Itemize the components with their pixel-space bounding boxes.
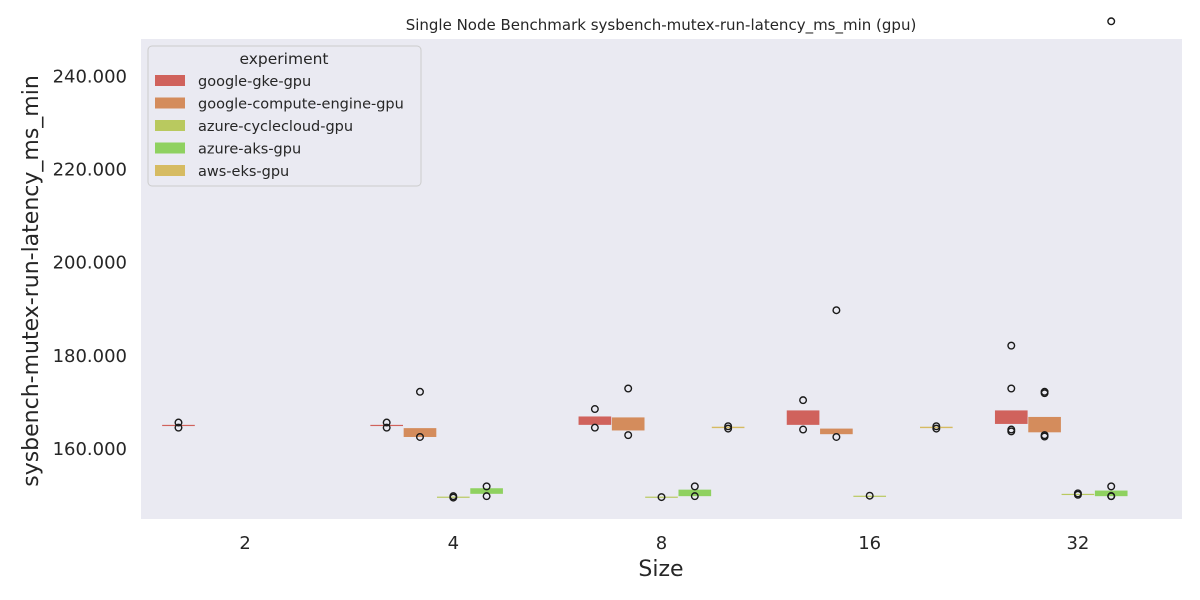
outlier-point [832, 306, 841, 315]
x-axis: 2 4 8 16 32 [239, 533, 1089, 554]
outlier-point [624, 384, 633, 393]
outlier-point [1040, 432, 1049, 441]
outlier-point [799, 425, 808, 434]
outlier-point [174, 418, 183, 427]
box [1061, 493, 1095, 496]
outlier-point [1107, 17, 1116, 26]
outlier-point [799, 396, 808, 405]
chart-title: Single Node Benchmark sysbench-mutex-run… [406, 16, 917, 35]
legend-label: google-gke-gpu [198, 74, 311, 90]
y-tick-label: 220.000 [53, 159, 127, 180]
outlier-point [624, 431, 633, 440]
y-tick-label: 200.000 [53, 253, 127, 274]
outlier-point [690, 492, 699, 501]
outlier-point [174, 423, 183, 432]
outlier-point [449, 493, 458, 502]
y-tick-label: 240.000 [53, 66, 127, 87]
outlier-point [932, 422, 941, 431]
box [611, 417, 645, 431]
box [403, 428, 437, 437]
box [920, 426, 953, 429]
outlier-point [690, 482, 699, 491]
outlier-point [482, 482, 491, 491]
outlier-point [1007, 427, 1016, 436]
x-tick-label: 16 [858, 533, 881, 554]
outlier-point [1107, 492, 1116, 501]
y-tick-label: 180.000 [53, 346, 127, 367]
box [470, 488, 503, 494]
outlier-point [832, 432, 841, 441]
legend-swatch [155, 120, 185, 131]
x-tick-label: 4 [448, 533, 459, 554]
outlier-layer [174, 17, 1116, 502]
x-axis-title: Size [638, 557, 683, 582]
box [820, 428, 853, 435]
legend-title: experiment [239, 50, 328, 68]
box [994, 410, 1028, 424]
legend-swatch [155, 165, 185, 176]
y-tick-label: 160.000 [53, 439, 127, 460]
outlier-point [724, 424, 733, 433]
legend-swatch [155, 75, 185, 86]
legend-swatch [155, 97, 185, 109]
outlier-point [865, 491, 874, 500]
outlier-point [382, 418, 391, 427]
outlier-point [1007, 341, 1016, 350]
box [645, 496, 678, 498]
box [436, 496, 470, 498]
outlier-point [1073, 490, 1082, 499]
legend-label: aws-eks-gpu [198, 164, 289, 180]
legend-swatch [155, 142, 185, 154]
box [1028, 416, 1061, 433]
legend-frame [147, 45, 422, 187]
outlier-point [724, 422, 733, 431]
legend-label: azure-aks-gpu [198, 142, 301, 158]
legend: experiment google-gke-gpu google-compute-… [147, 45, 422, 187]
outlier-point [482, 492, 491, 501]
box [578, 416, 612, 425]
outlier-point [590, 405, 599, 414]
box [786, 410, 820, 425]
outlier-point [415, 432, 424, 441]
box [853, 495, 887, 497]
y-axis: 160.000 180.000 200.000 220.000 240.000 [53, 66, 127, 460]
x-tick-label: 8 [656, 533, 667, 554]
y-axis-title: sysbench-mutex-run-latency_ms_min [19, 75, 44, 487]
outlier-point [1107, 482, 1116, 491]
legend-label: azure-cyclecloud-gpu [198, 119, 353, 135]
outlier-point [590, 423, 599, 432]
outlier-point [932, 424, 941, 433]
outlier-point [415, 387, 424, 396]
legend-label: google-compute-engine-gpu [198, 97, 404, 113]
box [711, 426, 745, 429]
x-tick-label: 2 [239, 533, 250, 554]
outlier-point [657, 493, 666, 502]
legend-items: google-gke-gpu google-compute-engine-gpu a… [155, 74, 404, 180]
x-tick-label: 32 [1066, 533, 1089, 554]
outlier-point [382, 423, 391, 432]
outlier-point [1040, 389, 1049, 398]
outlier-point [1007, 384, 1016, 393]
